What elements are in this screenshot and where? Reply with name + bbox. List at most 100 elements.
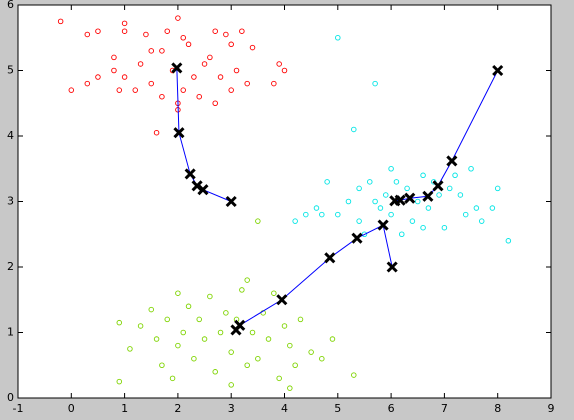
data-point bbox=[265, 336, 272, 342]
data-point bbox=[148, 48, 154, 54]
x-tick-label: 8 bbox=[494, 402, 501, 415]
centroid-marker bbox=[173, 127, 185, 139]
y-tick-label: 4 bbox=[7, 129, 14, 142]
data-point bbox=[68, 87, 75, 93]
x-tick-label: 6 bbox=[388, 402, 395, 415]
data-point bbox=[388, 165, 394, 172]
data-point bbox=[425, 205, 432, 211]
data-point bbox=[196, 316, 202, 323]
data-point bbox=[420, 172, 426, 179]
data-point bbox=[111, 54, 117, 61]
data-point bbox=[276, 375, 282, 382]
data-point bbox=[303, 211, 309, 218]
data-point bbox=[351, 126, 357, 133]
data-point bbox=[494, 185, 501, 192]
data-point bbox=[292, 362, 298, 369]
data-point bbox=[239, 28, 245, 34]
data-point bbox=[132, 87, 139, 93]
data-point bbox=[217, 329, 224, 336]
data-point bbox=[121, 20, 128, 27]
data-point bbox=[313, 205, 320, 211]
data-point bbox=[372, 80, 378, 87]
data-point bbox=[452, 172, 458, 179]
centroid-marker bbox=[432, 180, 444, 192]
data-point bbox=[281, 323, 288, 329]
data-point bbox=[239, 287, 245, 293]
data-point bbox=[308, 349, 314, 355]
data-point bbox=[84, 31, 91, 38]
data-point bbox=[191, 355, 197, 362]
data-point bbox=[446, 185, 453, 192]
y-tick-label: 0 bbox=[7, 391, 14, 404]
data-point bbox=[244, 80, 250, 87]
data-point bbox=[137, 61, 144, 67]
data-point bbox=[462, 211, 469, 218]
data-point bbox=[95, 74, 101, 80]
data-point bbox=[367, 179, 373, 185]
data-point bbox=[175, 290, 181, 296]
centroid-marker bbox=[351, 232, 363, 244]
data-point bbox=[228, 41, 234, 48]
x-tick-label: 1 bbox=[121, 402, 128, 415]
data-point bbox=[329, 336, 336, 342]
data-point bbox=[415, 198, 421, 205]
centroid-marker bbox=[492, 64, 504, 77]
centroid-marker bbox=[225, 195, 237, 208]
data-point bbox=[489, 205, 496, 211]
data-point bbox=[383, 192, 389, 198]
data-point bbox=[180, 87, 186, 93]
data-point bbox=[287, 385, 293, 391]
centroid-marker bbox=[422, 190, 434, 202]
data-point bbox=[271, 290, 277, 296]
data-point bbox=[217, 74, 224, 80]
y-tick-label: 3 bbox=[7, 195, 14, 208]
data-point bbox=[335, 211, 341, 218]
data-point bbox=[143, 31, 149, 38]
data-point bbox=[345, 198, 352, 205]
data-point bbox=[175, 342, 181, 349]
data-point bbox=[153, 336, 160, 342]
centroid-path bbox=[176, 67, 232, 202]
data-point bbox=[436, 192, 442, 198]
data-point bbox=[441, 224, 448, 231]
data-point bbox=[153, 129, 160, 136]
centroid-marker bbox=[404, 192, 416, 204]
data-point bbox=[319, 355, 325, 362]
centroid-marker bbox=[377, 219, 389, 231]
data-point bbox=[164, 316, 170, 323]
centroid-marker bbox=[386, 261, 398, 273]
centroid-marker bbox=[230, 324, 242, 336]
data-point bbox=[212, 100, 218, 106]
y-tick-label: 2 bbox=[7, 260, 14, 273]
data-point bbox=[233, 67, 240, 74]
data-point bbox=[399, 231, 405, 237]
data-point bbox=[212, 369, 218, 375]
data-point bbox=[244, 277, 250, 283]
data-point bbox=[164, 28, 170, 34]
data-point bbox=[255, 218, 261, 224]
data-point bbox=[159, 93, 165, 100]
data-point bbox=[207, 54, 213, 61]
data-point bbox=[175, 15, 181, 21]
data-point bbox=[121, 28, 128, 34]
data-point bbox=[191, 74, 197, 80]
data-point bbox=[276, 61, 282, 67]
x-tick-label: -1 bbox=[13, 402, 24, 415]
data-point bbox=[255, 355, 261, 362]
data-point bbox=[127, 346, 133, 352]
data-point bbox=[393, 179, 400, 185]
data-point bbox=[505, 238, 512, 244]
data-point bbox=[468, 165, 474, 172]
data-point bbox=[372, 198, 378, 205]
data-point bbox=[228, 87, 234, 93]
data-point bbox=[287, 342, 293, 349]
data-point bbox=[148, 306, 154, 313]
x-tick-label: 2 bbox=[174, 402, 181, 415]
data-point bbox=[228, 349, 234, 355]
data-point bbox=[169, 375, 176, 382]
data-point bbox=[84, 80, 91, 87]
x-tick-label: 9 bbox=[548, 402, 555, 415]
data-point bbox=[409, 218, 416, 224]
data-point bbox=[185, 41, 192, 48]
